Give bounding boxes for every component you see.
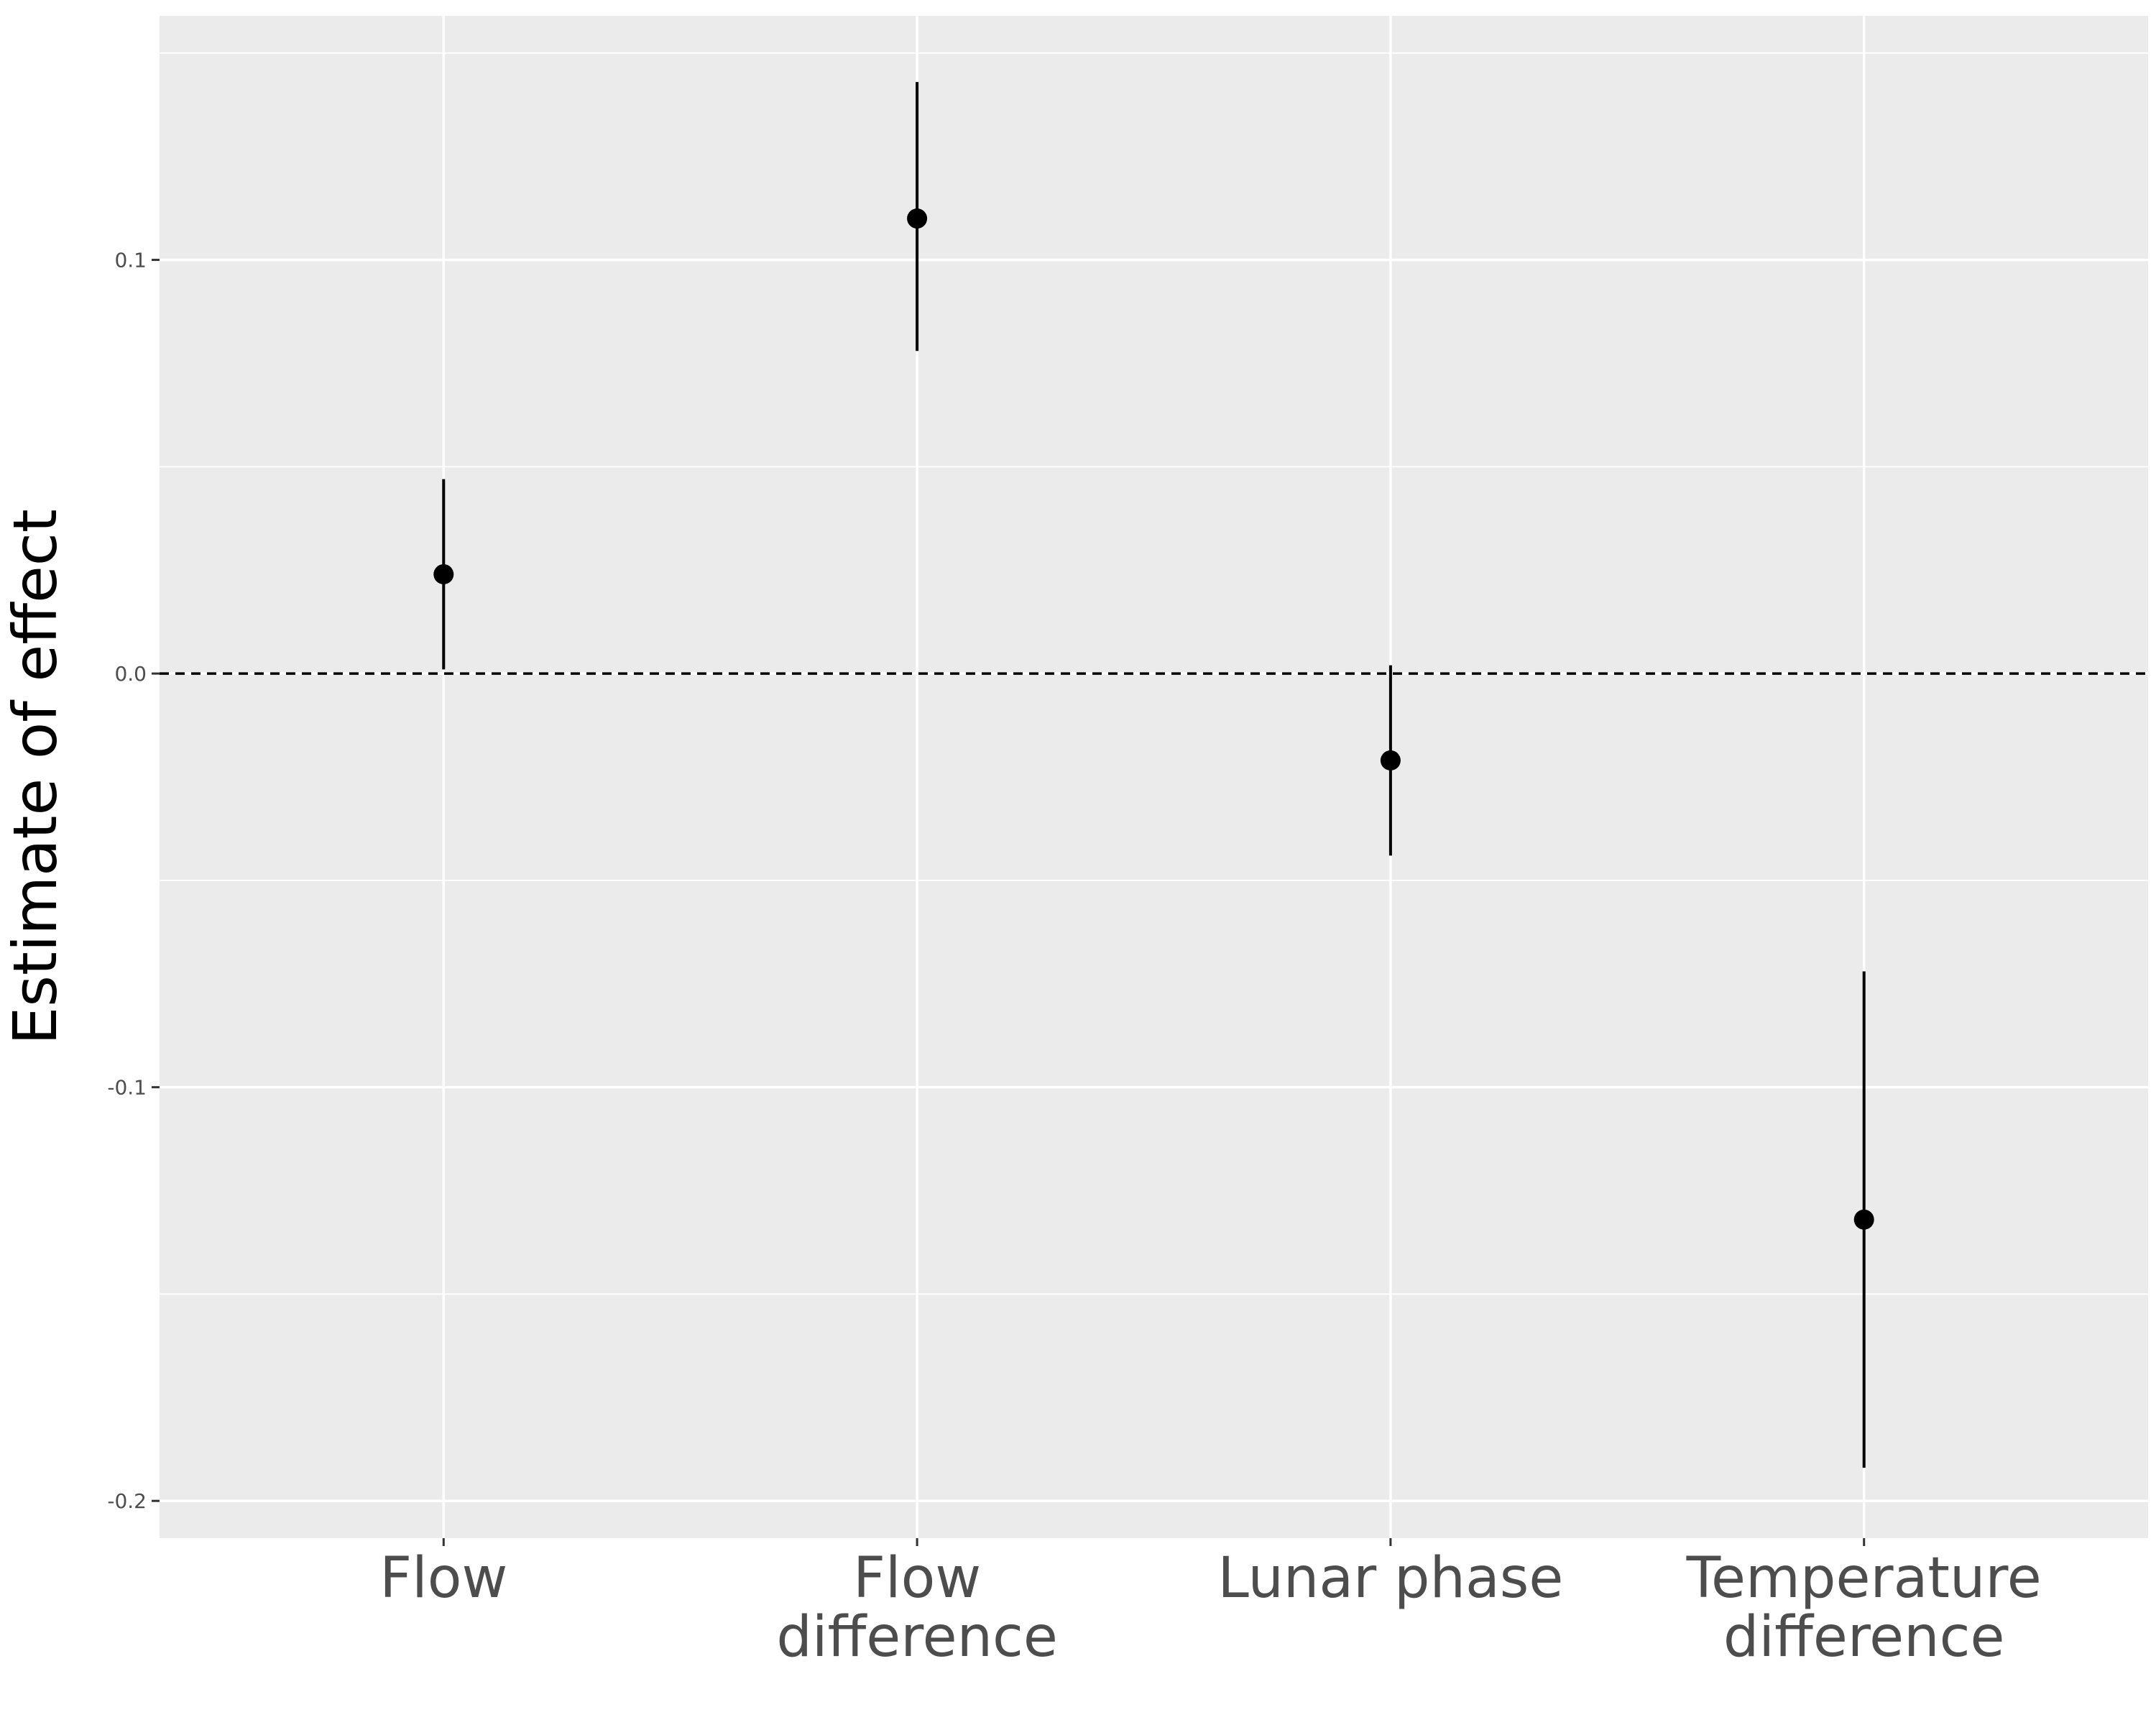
point-estimate <box>1380 750 1401 770</box>
point-estimate <box>1853 1209 1874 1230</box>
minor-gridlines <box>160 52 2148 1295</box>
x-tick-label: Flow <box>379 1546 507 1611</box>
x-tick-label: Lunar phase <box>1217 1546 1563 1611</box>
y-axis-title: Estimate of effect <box>0 509 70 1045</box>
y-tick-label: 0.1 <box>114 249 147 272</box>
y-tick-label: -0.2 <box>107 1489 147 1513</box>
x-tick-label: Temperature difference <box>1686 1546 2042 1670</box>
y-tick-label: -0.1 <box>107 1076 147 1100</box>
y-tick-label: 0.0 <box>114 662 147 686</box>
x-tick-label: Flow difference <box>776 1546 1058 1670</box>
point-estimate <box>433 564 454 584</box>
y-axis: -0.2 -0.1 0.0 0.1 <box>107 249 160 1513</box>
x-axis: Flow Flow difference Lunar phase Temperature… <box>379 1538 2042 1670</box>
plot-panel <box>160 16 2148 1538</box>
major-gridlines <box>160 16 2148 1538</box>
point-estimates <box>433 208 1874 1230</box>
point-estimate <box>907 208 928 229</box>
